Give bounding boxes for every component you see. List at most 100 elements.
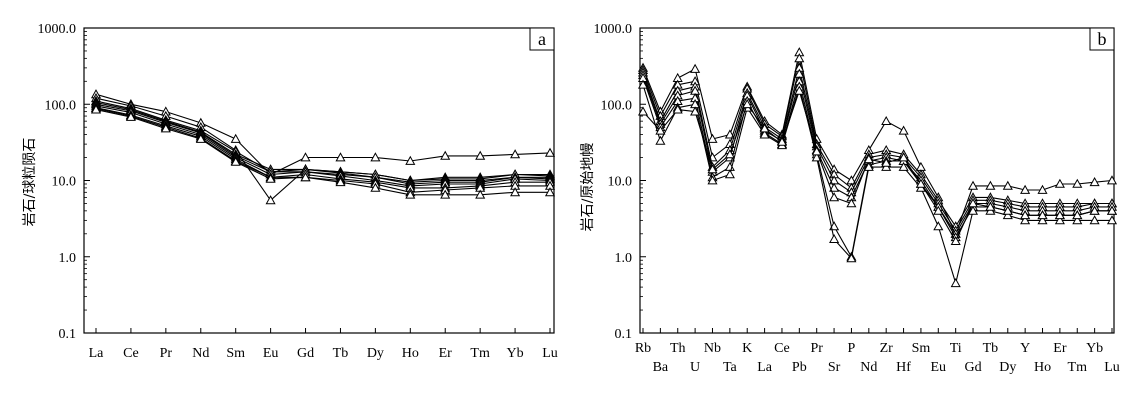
panel-b-data-point [742,98,753,109]
panel-a-x-tick-label: Eu [263,346,279,361]
panel-a-data-point [510,149,521,159]
panel-b-letter-frame [1089,27,1115,51]
panel-b-y-tick-label: 100.0 [601,98,633,113]
panel-a-y-tick-label: 100.0 [45,98,77,113]
panel-a-y-axis-title: 岩石/球粒陨石 [22,138,38,227]
panel-a-x-tick-label: Pr [160,346,173,361]
panel-a-x-tick-label: Dy [367,346,384,361]
panel-b-data-point [985,180,996,190]
panel-a-data-point [125,111,136,121]
panel-b-data-point [1037,210,1048,220]
panel-b-x-tick-label: Dy [999,360,1016,375]
panel-a-x-tick-label: Ce [123,346,139,361]
panel-b-data-point [933,221,944,231]
panel-b-data-point [1020,184,1031,194]
panel-b-data-point [1089,205,1100,215]
panel-b-data-point [1072,178,1083,188]
panel-b-x-tick-label: Er [1053,341,1067,356]
panel-b-x-tick-label: La [757,360,773,375]
panel-b-data-point [846,253,857,263]
panel-a-data-point [544,147,556,157]
panel-b-data-point [829,192,840,202]
panel-a-x-tick-label: Lu [542,346,558,361]
panel-a-data-point [544,187,556,197]
panel-a-x-tick-label: Sm [226,346,245,361]
panel-b-x-tick-label: Tm [1068,360,1088,375]
panel-b-data-point [655,135,666,145]
panel-b-x-tick-label: Yb [1086,341,1103,356]
panel-b-data-point [829,182,840,192]
panel-a-x-tick-label: Tb [333,346,349,361]
panel-b-data-point [967,198,979,208]
panel-b-data-point [1054,215,1065,225]
panel-b-data-point [1089,176,1100,187]
panel-a-data-point [475,150,486,160]
panel-b-data-point [707,175,718,185]
panel-b-y-tick-label: 0.1 [615,327,633,342]
panel-b-data-point [637,106,649,116]
panel-b-x-tick-label: Ce [774,341,790,356]
panel-a-data-point [440,150,451,160]
panel-b-data-point [794,53,805,63]
panel-b-data-point [672,104,683,114]
panel-b-y-tick-label: 10.0 [608,175,633,190]
panel-b-x-tick-label: Pb [792,360,807,375]
panel-a-data-point [405,155,416,165]
panel-a-series-line [95,102,550,183]
panel-b-x-tick-label: Sm [912,341,931,356]
panel-b-x-tick-label: Nd [860,360,877,375]
panel-a-y-tick-label: 1000.0 [38,22,77,37]
panel-b-x-tick-label: Tb [983,341,999,356]
panel-a-series-line [95,107,550,193]
panel-b-data-point [1072,215,1083,225]
panel-b-data-point [1037,215,1048,225]
panel-b-data-point [759,123,770,133]
panel-b-x-tick-label: Gd [964,360,981,375]
panel-a-data-point [195,133,206,143]
panel-a-data-point [90,104,102,114]
panel-b-data-point [1002,210,1013,220]
panel-b-data-point [1106,205,1118,215]
panel-b-marks: 0.11.010.0100.01000.0RbBaThUNbTaKLaCePbP… [594,22,1120,375]
panel-b-x-tick-label: Ta [723,360,738,375]
panel-a-data-point [300,152,311,162]
panel-a-data-point [265,195,276,205]
panel-b-data-point [950,235,961,245]
panel-a-letter-frame [529,27,555,51]
panel-b-data-point [846,198,857,208]
panel-b-series-line [642,51,1113,235]
panel-b-x-tick-label: U [690,360,700,375]
panel-a-series-line [95,103,551,185]
panel-b-x-tick-label: Hf [896,360,911,375]
panel-a-data-point [510,187,521,197]
panel-a-data-point [230,133,241,143]
panel-b-data-point [1106,175,1118,185]
panel-a-data-point [265,173,276,183]
panel-a-x-tick-label: Gd [297,346,314,361]
panel-b-x-tick-label: K [742,341,752,356]
panel-b-data-point [1020,215,1031,225]
panel-a-series-line [95,109,550,196]
panel-a-data-point [475,189,486,199]
panel-b-data-point [794,85,805,95]
panel-b-data-point [1054,178,1065,188]
panel-b-data-point [967,180,979,190]
panel-b-letter: b [1098,29,1107,49]
panel-a-x-tick-label: Er [439,346,453,361]
panel-a-y-tick-label: 0.1 [59,327,77,342]
panel-b-series-line [642,90,1112,242]
panel-b-x-tick-label: Sr [828,360,841,375]
panel-b-series-line [642,67,1112,232]
panel-b-data-point [1002,205,1013,215]
panel-b-series-line [642,73,1112,235]
panel-a-series-line [95,100,551,182]
panel-b-data-point [1106,215,1118,225]
panel-b-x-tick-label: Zr [880,341,894,356]
panel-b-x-tick-label: Ti [950,341,962,356]
panel-b-series-line [642,84,1112,284]
panel-b-data-point [1037,184,1048,194]
panel-a-data-point [405,189,416,199]
panel-a-letter: a [538,29,546,49]
